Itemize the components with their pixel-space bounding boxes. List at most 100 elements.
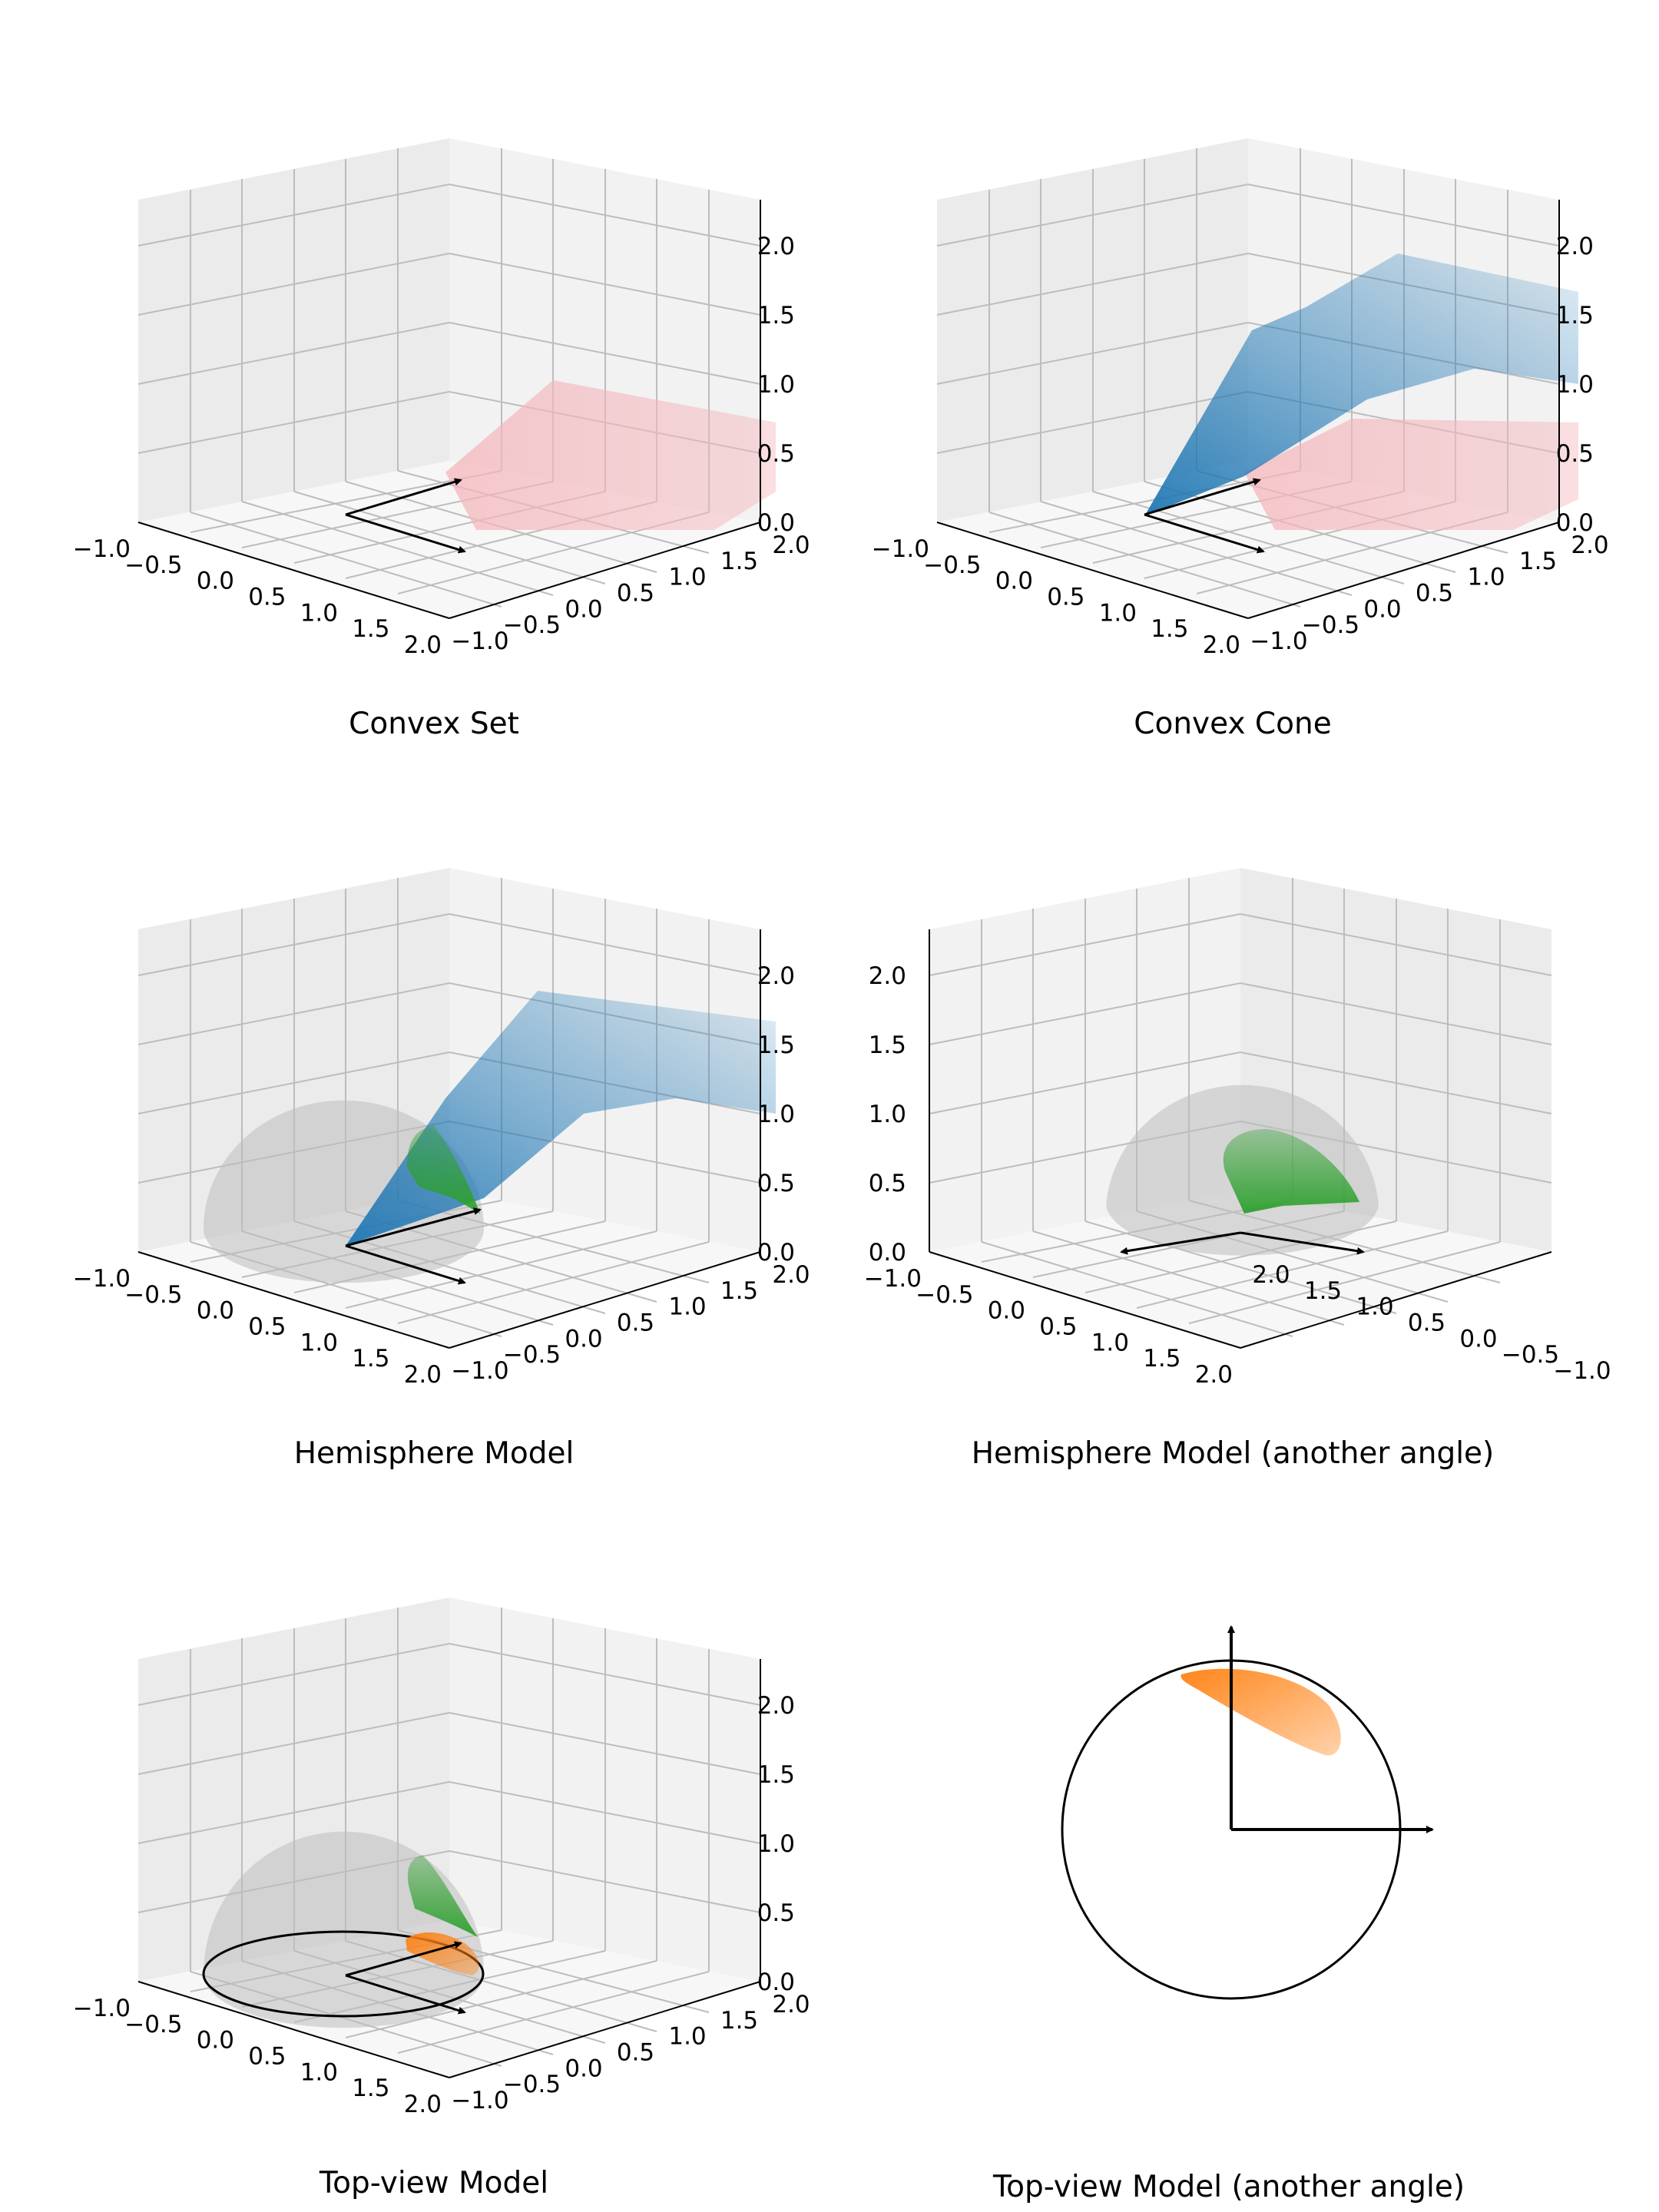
y-tick-label: −1.0 bbox=[451, 2087, 508, 2114]
y-tick-label: 0.5 bbox=[617, 1310, 654, 1337]
z-tick-label: 0.5 bbox=[757, 1170, 795, 1197]
z-tick-label: 1.5 bbox=[757, 1761, 795, 1789]
z-tick-label: 1.0 bbox=[1556, 371, 1594, 399]
x-tick-label: −1.0 bbox=[73, 1995, 131, 2022]
x-tick-label: 1.5 bbox=[352, 615, 389, 643]
chart-caption: Top-view Model bbox=[319, 2166, 548, 2200]
x-tick-label: 1.5 bbox=[1143, 1345, 1181, 1373]
x-tick-label: 1.0 bbox=[300, 599, 338, 627]
x-tick-label: 2.0 bbox=[404, 2091, 442, 2118]
dynamic-layer: Convex Set−1.0−0.50.00.51.01.52.0 −1.0−0.… bbox=[73, 233, 1611, 2204]
y-tick-label: 1.5 bbox=[720, 2007, 758, 2035]
grid bbox=[137, 148, 761, 608]
y-tick-label: −0.5 bbox=[503, 2071, 561, 2098]
z-tick-label: 1.0 bbox=[757, 371, 795, 399]
axes-lines bbox=[936, 200, 1560, 619]
x-tick-label: −1.0 bbox=[872, 535, 929, 563]
y-tick-label: 1.0 bbox=[1356, 1293, 1393, 1321]
green-patch bbox=[407, 1125, 480, 1214]
x-tick-label: 0.5 bbox=[248, 2043, 286, 2071]
x-tick-label: −0.5 bbox=[923, 551, 981, 579]
x-tick-label: −1.0 bbox=[864, 1265, 922, 1293]
x-tick-label: 1.0 bbox=[300, 2058, 338, 2086]
y-tick-label: 0.5 bbox=[617, 2039, 654, 2067]
z-tick-label: 1.0 bbox=[757, 1830, 795, 1858]
x-tick-label: 0.5 bbox=[1039, 1313, 1077, 1341]
panel-hemisphere-model bbox=[137, 868, 776, 1349]
y-tick-label: 0.5 bbox=[617, 580, 654, 608]
axes-lines bbox=[137, 929, 761, 1349]
y-tick-label: 0.5 bbox=[1416, 580, 1453, 608]
y-tick-label: −0.5 bbox=[503, 1341, 561, 1369]
z-tick-label: 1.5 bbox=[757, 302, 795, 329]
y-tick-label: 1.5 bbox=[1304, 1277, 1342, 1305]
y-tick-label: 0.0 bbox=[1459, 1325, 1497, 1353]
z-tick-label: 0.0 bbox=[1556, 509, 1594, 537]
z-tick-label: 0.5 bbox=[757, 1899, 795, 1927]
y-tick-label: −1.0 bbox=[1553, 1357, 1611, 1385]
z-tick-label: 1.0 bbox=[869, 1101, 906, 1128]
x-tick-label: 1.0 bbox=[300, 1329, 338, 1356]
y-tick-label: 2.0 bbox=[1252, 1261, 1290, 1289]
axis-arrows bbox=[345, 478, 466, 554]
z-tick-label: 1.0 bbox=[757, 1101, 795, 1128]
convex-set-surface bbox=[445, 380, 776, 530]
y-tick-label: 0.0 bbox=[565, 1325, 602, 1353]
y-tick-label: 1.0 bbox=[668, 1293, 706, 1321]
orange-patch bbox=[1181, 1668, 1341, 1756]
axes-lines bbox=[137, 1659, 761, 2078]
x-tick-label: −0.5 bbox=[916, 1281, 973, 1309]
z-tick-label: 1.5 bbox=[757, 1031, 795, 1059]
panel-convex-set bbox=[137, 138, 776, 619]
z-tick-label: 2.0 bbox=[757, 1692, 795, 1720]
z-tick-label: 0.0 bbox=[757, 1969, 795, 1996]
z-tick-label: 0.0 bbox=[869, 1239, 906, 1267]
y-tick-label: 2.0 bbox=[772, 531, 810, 559]
y-tick-label: 0.5 bbox=[1408, 1310, 1445, 1337]
axis-arrows bbox=[345, 1941, 466, 2015]
axes-lines bbox=[137, 200, 761, 619]
floor-circle bbox=[202, 1930, 485, 2018]
x-tick-label: 1.5 bbox=[352, 1345, 389, 1373]
pane-floor bbox=[929, 1190, 1551, 1348]
x-tick-label: 2.0 bbox=[404, 1361, 442, 1389]
x-tick-label: 2.0 bbox=[1203, 631, 1240, 659]
z-tick-label: 0.5 bbox=[869, 1170, 906, 1197]
z-tick-label: 0.5 bbox=[757, 440, 795, 468]
x-tick-label: 0.0 bbox=[988, 1297, 1025, 1325]
x-tick-label: 0.5 bbox=[248, 584, 286, 611]
y-tick-label: 1.0 bbox=[1467, 564, 1505, 591]
z-tick-label: 0.0 bbox=[757, 509, 795, 537]
chart-caption: Hemisphere Model bbox=[294, 1436, 575, 1471]
green-patch bbox=[1223, 1129, 1359, 1214]
panel-top-view-model bbox=[137, 1598, 761, 2078]
panel-top-view-model-another-angle bbox=[1061, 1625, 1434, 2000]
y-tick-label: −1.0 bbox=[1250, 628, 1307, 655]
x-tick-label: 0.5 bbox=[1047, 584, 1084, 611]
z-tick-label: 0.5 bbox=[1556, 440, 1594, 468]
x-tick-label: 0.5 bbox=[248, 1313, 286, 1341]
y-tick-label: −0.5 bbox=[1302, 611, 1359, 639]
axis-arrows bbox=[1227, 1625, 1434, 1833]
z-tick-label: 1.5 bbox=[869, 1031, 906, 1059]
x-tick-label: 0.0 bbox=[197, 568, 234, 595]
chart-caption: Top-view Model (another angle) bbox=[992, 2170, 1465, 2204]
axis-arrows bbox=[1144, 478, 1265, 554]
y-tick-label: 0.0 bbox=[1363, 595, 1401, 623]
y-tick-label: 0.0 bbox=[565, 595, 602, 623]
x-tick-label: 1.0 bbox=[1099, 599, 1137, 627]
axis-arrows bbox=[1120, 1231, 1365, 1255]
y-tick-label: 1.0 bbox=[668, 2023, 706, 2051]
y-tick-label: 1.5 bbox=[720, 1277, 758, 1305]
y-tick-label: 1.5 bbox=[720, 548, 758, 575]
y-tick-label: 2.0 bbox=[772, 1261, 810, 1289]
convex-set-surface bbox=[1244, 419, 1578, 530]
chart-caption: Hemisphere Model (another angle) bbox=[972, 1436, 1495, 1471]
x-tick-label: −1.0 bbox=[73, 1265, 131, 1293]
y-tick-label: −1.0 bbox=[451, 1357, 508, 1385]
z-tick-label: 2.0 bbox=[869, 962, 906, 990]
x-tick-label: 0.0 bbox=[995, 568, 1033, 595]
x-tick-label: −0.5 bbox=[124, 1281, 182, 1309]
chart-caption: Convex Cone bbox=[1134, 707, 1331, 741]
